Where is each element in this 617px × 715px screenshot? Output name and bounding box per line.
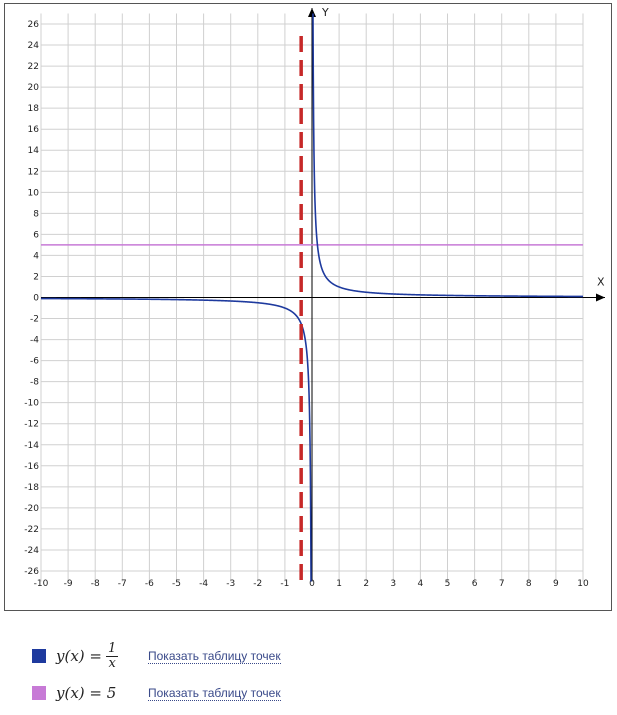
x-tick-label: -3: [226, 579, 235, 589]
legend-swatch-reciprocal: [32, 649, 46, 663]
x-tick-label: -9: [64, 579, 73, 589]
series-curve-reciprocal-right: [312, 13, 583, 298]
x-tick-label: -5: [172, 579, 181, 589]
y-tick-label: 26: [28, 20, 40, 30]
x-tick-label: -2: [253, 579, 262, 589]
y-tick-label: 0: [33, 294, 39, 304]
x-tick-label: -8: [91, 579, 100, 589]
fraction-numerator: 1: [105, 640, 119, 657]
formula-prefix: y(x) =: [56, 647, 102, 665]
y-tick-label: -4: [30, 336, 39, 346]
y-tick-label: 18: [28, 104, 40, 114]
y-tick-label: -18: [24, 483, 39, 493]
x-tick-label: 7: [499, 579, 505, 589]
formula-text: y(x) = 5: [56, 684, 117, 702]
function-plot: XY-10 -9 -8 -7 -6 -5 -4 -3 -2 -1 0 1 2 3 4 5 6 7 8 9 1026242…: [24, 6, 605, 589]
y-tick-label: 24: [28, 41, 40, 51]
y-tick-label: 6: [33, 230, 39, 240]
y-tick-label: -2: [30, 315, 39, 325]
x-tick-label: 4: [418, 579, 424, 589]
x-axis-arrow: [596, 293, 605, 302]
x-axis-label: X: [597, 276, 605, 289]
y-tick-label: 4: [33, 251, 39, 261]
x-tick-label: 8: [526, 579, 532, 589]
x-tick-label: -7: [118, 579, 127, 589]
y-tick-label: 16: [28, 125, 40, 135]
x-tick-label: 2: [363, 579, 369, 589]
y-tick-label: -16: [24, 462, 39, 472]
x-tick-label: 3: [390, 579, 396, 589]
y-tick-label: 2: [33, 272, 39, 282]
y-tick-label: -12: [24, 420, 39, 430]
y-axis-arrow: [308, 8, 316, 17]
legend-formula-constant: y(x) = 5: [56, 684, 126, 702]
series-curve-reciprocal-left: [41, 297, 312, 582]
y-tick-label: -26: [24, 567, 39, 577]
x-tick-label: 9: [553, 579, 559, 589]
y-tick-label: 8: [33, 209, 39, 219]
y-tick-label: 22: [28, 62, 39, 72]
legend-formula-reciprocal: y(x) = 1 x: [56, 640, 126, 671]
y-tick-label: -24: [24, 546, 39, 556]
y-tick-label: -22: [24, 525, 39, 535]
legend-item-constant: y(x) = 5 Показать таблицу точек: [32, 679, 281, 707]
legend-swatch-constant: [32, 686, 46, 700]
show-points-table-link-reciprocal[interactable]: Показать таблицу точек: [148, 648, 281, 664]
plot-area: X Y -10 -9 -8 -7 -6 -5 -4 -3 -2 -1 0 1 2 3 4 5 6 7 8 9 10 26 24 2…: [4, 3, 612, 611]
x-tick-label: -4: [199, 579, 208, 589]
x-tick-label: 5: [445, 579, 451, 589]
y-tick-label: 12: [28, 167, 39, 177]
x-tick-label: 6: [472, 579, 478, 589]
y-tick-label: 10: [28, 188, 40, 198]
y-axis-label: Y: [321, 6, 329, 19]
x-tick-label: 1: [336, 579, 342, 589]
fraction: 1 x: [105, 640, 119, 671]
show-points-table-link-constant[interactable]: Показать таблицу точек: [148, 685, 281, 701]
legend-item-reciprocal: y(x) = 1 x Показать таблицу точек: [32, 640, 281, 671]
fraction-denominator: x: [108, 655, 116, 671]
x-tick-label: -1: [280, 579, 289, 589]
x-tick-label: 10: [577, 579, 589, 589]
y-tick-label: 20: [28, 83, 40, 93]
y-tick-label: -10: [24, 399, 39, 409]
x-tick-label: 0: [309, 579, 315, 589]
y-tick-label: 14: [28, 146, 40, 156]
y-tick-label: -20: [24, 504, 39, 514]
y-tick-label: -8: [30, 378, 39, 388]
x-tick-label: -10: [34, 579, 49, 589]
x-tick-label: -6: [145, 579, 154, 589]
y-tick-label: -14: [24, 441, 39, 451]
y-tick-label: -6: [30, 357, 39, 367]
